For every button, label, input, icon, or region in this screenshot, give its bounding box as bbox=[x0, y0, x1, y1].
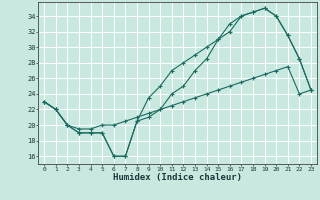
X-axis label: Humidex (Indice chaleur): Humidex (Indice chaleur) bbox=[113, 173, 242, 182]
